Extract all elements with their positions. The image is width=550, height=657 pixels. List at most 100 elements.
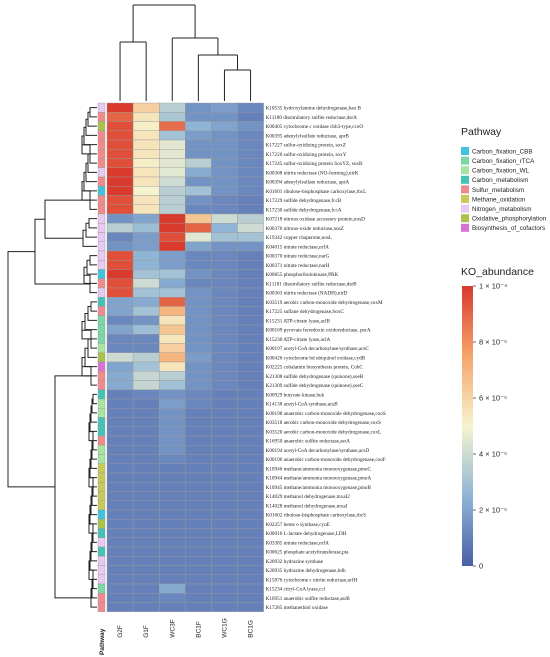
heatmap-cell — [211, 519, 238, 529]
heatmap-cell — [132, 186, 160, 196]
heatmap-cell — [158, 334, 186, 344]
heatmap-cell — [158, 213, 186, 224]
heatmap-cell — [158, 176, 186, 187]
heatmap-cell — [132, 509, 160, 520]
heatmap-cell — [106, 121, 134, 131]
heatmap-cell — [211, 139, 238, 150]
heatmap-cell — [158, 426, 186, 437]
row-label: K03519 aerobic carbon-monoxide dehydroge… — [266, 300, 383, 306]
heatmap-cell — [237, 463, 264, 474]
heatmap-cell — [158, 528, 186, 538]
legend-label: Nitrogen_metabolism — [472, 206, 532, 213]
row-label: K17225 sulfane dehydrogenase,SoxC — [266, 308, 345, 315]
row-label: K02257 heme o synthase,cyoE — [266, 522, 330, 528]
column-labels: G2F G1F WC3F BC1F WC1G BC1G — [117, 618, 255, 638]
heatmap-cell — [158, 593, 186, 603]
heatmap-cell — [106, 583, 134, 594]
heatmap-cell — [211, 223, 238, 233]
pathway-strip-cell — [97, 334, 106, 344]
heatmap-cell — [132, 278, 160, 289]
pathway-strip-cell — [97, 565, 106, 575]
heatmap-cell — [237, 167, 264, 178]
heatmap-cell — [132, 408, 160, 418]
heatmap-cell — [106, 232, 134, 242]
heatmap-cell — [106, 454, 134, 464]
heatmap-cell — [132, 500, 160, 511]
dendrogram-branch — [34, 218, 90, 285]
heatmap-cell — [106, 112, 134, 122]
pathway-strip-cell — [97, 315, 106, 326]
row-label: K16950 anaerobic sulfite reductase,asrA — [266, 438, 351, 445]
heatmap-cell — [237, 149, 264, 159]
pathway-strip-cell — [97, 472, 106, 483]
pathway-strip-cell — [97, 287, 106, 298]
pathway-strip-cell — [97, 297, 106, 307]
heatmap-cell — [211, 426, 238, 437]
row-label: K14028 methanol dehydrogenase,mxaI — [266, 503, 348, 509]
heatmap-cells — [106, 102, 264, 612]
heatmap-cell — [185, 232, 212, 242]
heatmap-cell — [211, 352, 238, 363]
heatmap-cell — [185, 149, 212, 159]
heatmap-cell — [106, 556, 134, 566]
column-label: WC1G — [221, 618, 228, 638]
heatmap-cell — [185, 343, 212, 353]
heatmap-cell — [132, 213, 160, 224]
heatmap-cell — [106, 139, 134, 150]
row-label: K00363 nitrite reductase (NADH),nirD — [266, 290, 348, 297]
row-label: K11181 dissimilatory sulfite reductase,d… — [266, 280, 357, 287]
pathway-strip-cell — [97, 186, 106, 196]
pathway-strip-cell — [97, 324, 106, 335]
row-label: K20935 hydrazine dehydrogenase,hdh — [266, 568, 346, 574]
row-label: K17285 methanethiol oxidase — [266, 605, 329, 611]
heatmap-cell — [132, 287, 160, 298]
row-label: K17245 sulfur-oxidizing protein SoxYZ, s… — [266, 160, 363, 167]
heatmap-cell — [132, 574, 160, 585]
heatmap-cell — [211, 324, 238, 335]
heatmap-cell — [106, 565, 134, 575]
heatmap-cell — [106, 306, 134, 316]
heatmap-cell — [237, 315, 264, 326]
heatmap-cell — [106, 315, 134, 326]
heatmap-cell — [158, 463, 186, 474]
heatmap-cell — [106, 241, 134, 252]
heatmap-cell — [237, 278, 264, 289]
heatmap-cell — [211, 250, 238, 261]
heatmap-cell — [211, 278, 238, 289]
heatmap-cell — [185, 297, 212, 307]
heatmap-cell — [185, 482, 212, 492]
heatmap-cell — [211, 232, 238, 242]
heatmap-cell — [132, 204, 160, 215]
heatmap-cell — [211, 408, 238, 418]
heatmap-cell — [106, 334, 134, 344]
heatmap-cell — [211, 371, 238, 381]
heatmap-cell — [106, 250, 134, 261]
heatmap-cell — [237, 546, 264, 557]
heatmap-cell — [237, 287, 264, 298]
heatmap-cell — [132, 371, 160, 381]
heatmap-cell — [158, 500, 186, 511]
heatmap-cell — [185, 158, 212, 168]
heatmap-cell — [237, 195, 264, 205]
colorbar-tick-label: 8 × 10⁻⁵ — [479, 338, 507, 347]
pathway-strip-cell — [97, 343, 106, 353]
heatmap-cell — [132, 149, 160, 159]
pathway-strip-cell — [97, 232, 106, 242]
heatmap-cell — [185, 139, 212, 150]
heatmap-cell — [132, 435, 160, 446]
heatmap-cell — [132, 102, 160, 113]
heatmap-cell — [106, 102, 134, 113]
heatmap-cell — [106, 130, 134, 141]
row-label: K00376 nitrous-oxide reductase,nosZ — [266, 226, 344, 232]
heatmap-cell — [211, 528, 238, 538]
heatmap-cell — [158, 491, 186, 501]
row-label: K01602 ribulose-bisphosphate carboxylase… — [266, 513, 367, 519]
heatmap-cell — [132, 334, 160, 344]
heatmap-cell — [237, 602, 264, 612]
heatmap-cell — [211, 195, 238, 205]
pathway-strip-cell — [97, 176, 106, 187]
heatmap-cell — [211, 500, 238, 511]
heatmap-cell — [158, 371, 186, 381]
column-label: BC1F — [195, 621, 202, 638]
row-label: K15234 citryl-CoA lyase,ccl — [266, 587, 326, 593]
